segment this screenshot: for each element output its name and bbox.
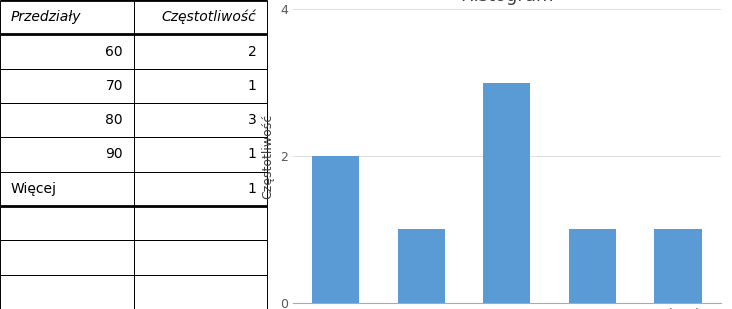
Text: 70: 70 [105,79,123,93]
Text: 90: 90 [105,147,123,162]
Bar [397,229,445,303]
Title: Histogram: Histogram [460,0,553,5]
Bar [654,229,701,303]
Text: 1: 1 [247,79,256,93]
Bar [569,229,616,303]
Text: Częstotliwość: Częstotliwość [162,10,256,24]
Bar [483,83,531,303]
Text: 80: 80 [105,113,123,127]
Text: 1: 1 [247,147,256,162]
Y-axis label: Częstotliwość: Częstotliwość [261,113,274,199]
Text: 60: 60 [105,44,123,58]
Text: 3: 3 [247,113,256,127]
Bar [313,156,359,303]
Text: Więcej: Więcej [11,182,56,196]
Text: 2: 2 [247,44,256,58]
Text: Przedziały: Przedziały [11,10,81,24]
Text: 1: 1 [247,182,256,196]
